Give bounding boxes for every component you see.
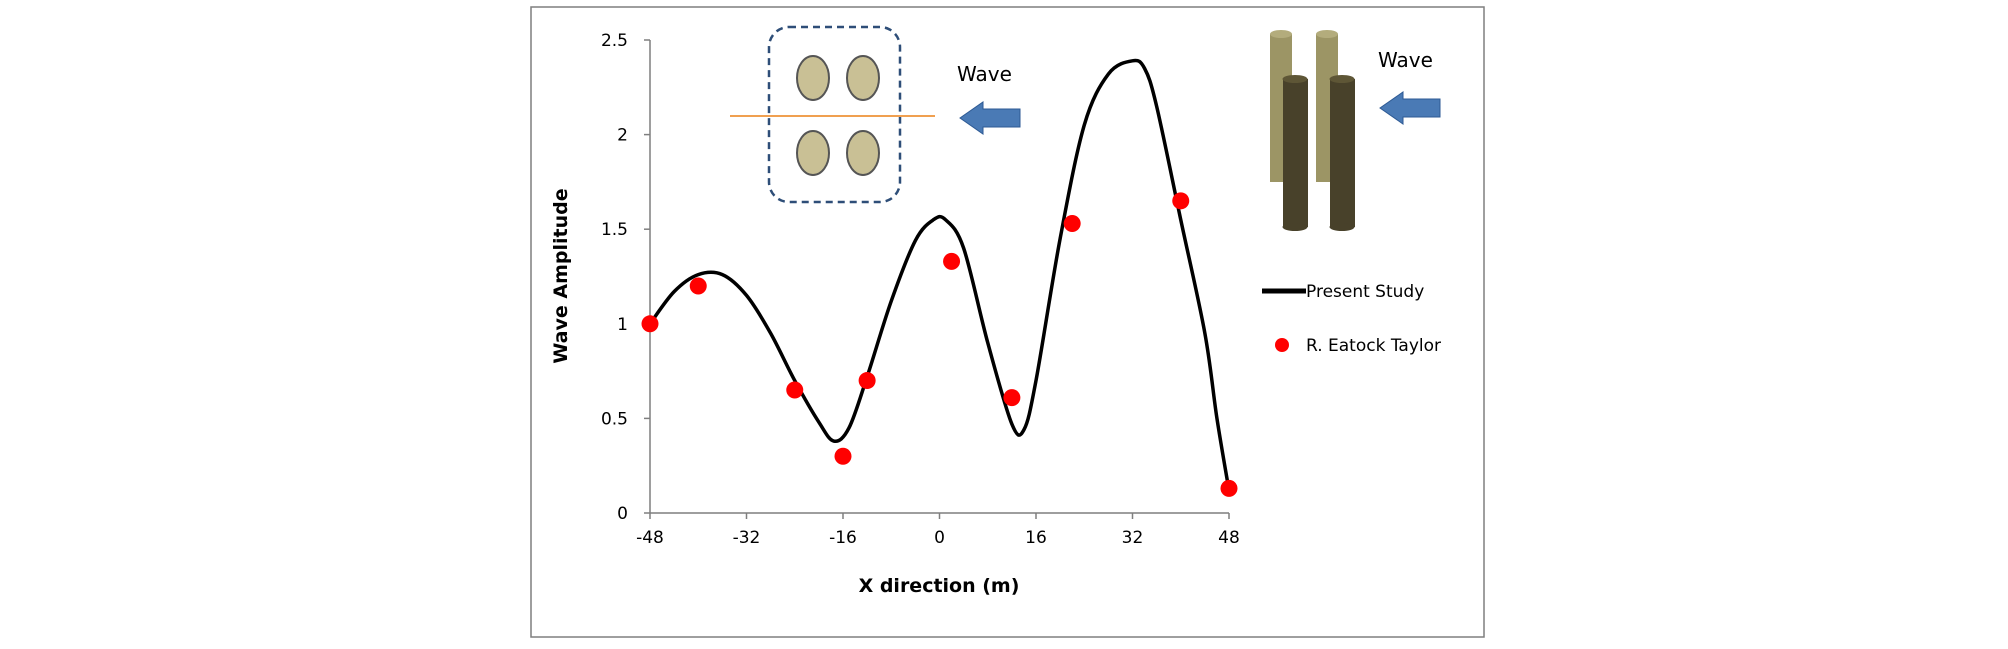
- legend-label-eatock-taylor: R. Eatock Taylor: [1306, 336, 1441, 356]
- wave-arrow-right-icon: [1379, 91, 1441, 125]
- cylinders-3d-inset: Wave: [1270, 30, 1441, 231]
- y-axis-title: Wave Amplitude: [550, 188, 572, 363]
- wave-label-left: Wave: [957, 62, 1012, 86]
- cylinder-3d-front-left-top: [1282, 75, 1308, 83]
- y-tick-label: 2.5: [601, 31, 628, 51]
- cylinder-3d-front-left-bottom: [1282, 223, 1308, 231]
- x-tick-label: 16: [1025, 528, 1047, 548]
- eatock-taylor-point: [943, 252, 961, 270]
- cylinder-3d-front-left: [1283, 79, 1308, 227]
- eatock-taylor-point: [1003, 389, 1021, 407]
- cylinder-top-2: [846, 55, 880, 101]
- cylinder-3d-front-right-bottom: [1329, 223, 1355, 231]
- eatock-taylor-point: [858, 372, 876, 390]
- cylinder-3d-front-right: [1330, 79, 1355, 227]
- cylinder-top-1: [796, 55, 830, 101]
- cylinder-3d-front-right-top: [1329, 75, 1355, 83]
- eatock-taylor-point: [786, 381, 804, 399]
- present-study-line: [648, 58, 1231, 491]
- legend-label-present-study: Present Study: [1306, 282, 1424, 302]
- cylinder-3d-back-left-top: [1270, 30, 1292, 38]
- cylinder-3d-back-right-top: [1316, 30, 1338, 38]
- wave-arrow-left-icon: [959, 101, 1021, 135]
- y-tick-label: 1.5: [601, 220, 628, 240]
- cylinder-top-4: [846, 130, 880, 176]
- x-axis-title: X direction (m): [859, 575, 1020, 597]
- y-tick-label: 1: [617, 315, 628, 335]
- top-view-inset: Wave: [730, 25, 1021, 204]
- x-tick-label: 48: [1218, 528, 1240, 548]
- x-tick-label: -32: [733, 528, 761, 548]
- eatock-taylor-point: [641, 315, 659, 333]
- wave-label-right: Wave: [1378, 48, 1433, 72]
- y-tick-label: 0: [617, 504, 628, 524]
- eatock-taylor-series: [641, 192, 1238, 497]
- x-tick-label: -16: [829, 528, 857, 548]
- present-study-series: [648, 58, 1231, 491]
- eatock-taylor-point: [834, 447, 852, 465]
- y-tick-label: 2: [617, 126, 628, 146]
- x-tick-label: 0: [934, 528, 945, 548]
- x-tick-label: 32: [1122, 528, 1144, 548]
- tick-labels: -48 -32 -16 0 16 32 48 0 0.5 1 1.5 2 2.5: [601, 31, 1240, 548]
- ticks: [644, 39, 1230, 519]
- x-tick-label: -48: [636, 528, 664, 548]
- eatock-taylor-point: [1063, 215, 1081, 233]
- cylinder-top-3: [796, 130, 830, 176]
- eatock-taylor-point: [1220, 479, 1238, 497]
- y-tick-label: 0.5: [601, 409, 628, 429]
- legend: Present Study R. Eatock Taylor: [1262, 282, 1441, 356]
- eatock-taylor-point: [1172, 192, 1190, 210]
- legend-marker-swatch: [1275, 338, 1289, 352]
- eatock-taylor-point: [689, 277, 707, 295]
